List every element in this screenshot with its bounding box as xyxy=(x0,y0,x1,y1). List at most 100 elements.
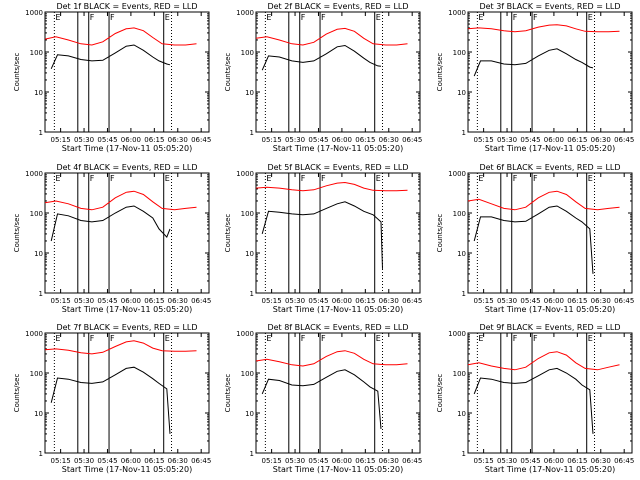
x-tick-label: 05:30 xyxy=(497,297,517,305)
x-tick-label: 05:45 xyxy=(520,136,540,144)
x-tick-label: 06:00 xyxy=(544,297,564,305)
y-tick-label: 100 xyxy=(453,210,466,218)
region-marker-label: F xyxy=(301,174,306,183)
panel-det-3f: Det 3f BLACK = Events, RED = LLD 1 10 100 10… xyxy=(436,2,634,153)
x-tick-label: 06:15 xyxy=(567,457,587,465)
series-line-events xyxy=(50,44,171,70)
region-marker-label: E xyxy=(266,174,271,183)
x-tick-label: 06:15 xyxy=(144,136,164,144)
region-marker-label: F xyxy=(90,174,95,183)
x-axis-label: Start Time (17-Nov-11 05:05:20) xyxy=(273,465,403,474)
x-axis-label: Start Time (17-Nov-11 05:05:20) xyxy=(62,144,192,153)
x-axis-label: Start Time (17-Nov-11 05:05:20) xyxy=(273,144,403,153)
y-tick-label: 10 xyxy=(34,250,43,258)
panel-det-6f: Det 6f BLACK = Events, RED = LLD 1 10 100 10… xyxy=(436,163,634,314)
plot-frame xyxy=(467,332,633,454)
plot-frame xyxy=(44,11,210,133)
region-marker-label: E xyxy=(165,13,170,22)
y-tick-label: 100 xyxy=(453,370,466,378)
x-axis-label: Start Time (17-Nov-11 05:05:20) xyxy=(62,465,192,474)
region-marker-label: F xyxy=(90,334,95,343)
series-line-lld xyxy=(467,190,620,211)
x-tick-label: 06:30 xyxy=(379,297,399,305)
y-tick-label: 1000 xyxy=(25,9,43,17)
x-tick-label: 06:00 xyxy=(121,136,141,144)
series-line-events xyxy=(473,48,594,77)
panel-title: Det 5f BLACK = Events, RED = LLD xyxy=(267,163,408,172)
region-marker-label: E xyxy=(588,13,593,22)
x-tick-label: 06:00 xyxy=(332,136,352,144)
x-tick-label: 05:30 xyxy=(497,136,517,144)
plot-frame xyxy=(255,332,421,454)
region-marker-label: E xyxy=(588,174,593,183)
region-marker-label: E xyxy=(165,334,170,343)
x-tick-label: 06:45 xyxy=(191,297,211,305)
y-axis-label: Counts/sec xyxy=(436,214,444,253)
x-axis-label: Start Time (17-Nov-11 05:05:20) xyxy=(485,144,615,153)
x-tick-label: 05:15 xyxy=(51,297,71,305)
y-tick-label: 1 xyxy=(250,450,254,458)
series-line-lld xyxy=(44,27,197,46)
y-tick-label: 1000 xyxy=(448,9,466,17)
y-tick-label: 1000 xyxy=(25,170,43,178)
y-tick-label: 100 xyxy=(453,49,466,57)
x-tick-label: 05:15 xyxy=(51,457,71,465)
panel-det-9f: Det 9f BLACK = Events, RED = LLD 1 10 100 10… xyxy=(436,323,634,474)
series-line-events xyxy=(473,367,594,434)
y-tick-label: 1 xyxy=(250,129,254,137)
x-tick-label: 06:45 xyxy=(191,136,211,144)
x-tick-label: 05:15 xyxy=(51,136,71,144)
x-tick-label: 06:15 xyxy=(567,136,587,144)
x-tick-label: 06:00 xyxy=(544,457,564,465)
y-tick-label: 10 xyxy=(457,410,466,418)
region-marker-label: E xyxy=(55,13,60,22)
y-tick-label: 10 xyxy=(457,250,466,258)
plot-frame xyxy=(255,172,421,294)
x-tick-label: 05:30 xyxy=(285,457,305,465)
y-tick-label: 1000 xyxy=(25,330,43,338)
region-marker-label: E xyxy=(165,174,170,183)
series-line-lld xyxy=(255,350,408,367)
panel-title: Det 8f BLACK = Events, RED = LLD xyxy=(267,323,408,332)
x-tick-label: 06:30 xyxy=(168,457,188,465)
y-tick-label: 100 xyxy=(241,210,254,218)
x-tick-label: 06:15 xyxy=(144,297,164,305)
y-tick-label: 1000 xyxy=(236,9,254,17)
region-marker-label: E xyxy=(266,334,271,343)
x-tick-label: 06:45 xyxy=(402,136,422,144)
region-marker-label: F xyxy=(533,174,538,183)
series-line-lld xyxy=(44,190,197,211)
plot-frame xyxy=(255,11,421,133)
x-tick-label: 06:45 xyxy=(191,457,211,465)
region-marker-label: F xyxy=(513,13,518,22)
y-tick-label: 1 xyxy=(39,290,43,298)
region-marker-label: F xyxy=(513,174,518,183)
panel-det-5f: Det 5f BLACK = Events, RED = LLD 1 10 100 10… xyxy=(224,163,422,314)
series-line-events xyxy=(261,369,382,429)
x-tick-label: 05:15 xyxy=(474,136,494,144)
series-line-events xyxy=(50,366,171,434)
panel-title: Det 6f BLACK = Events, RED = LLD xyxy=(479,163,620,172)
y-tick-label: 10 xyxy=(34,89,43,97)
region-marker-label: F xyxy=(110,334,115,343)
x-tick-label: 05:30 xyxy=(74,457,94,465)
x-tick-label: 06:45 xyxy=(402,297,422,305)
region-marker-label: F xyxy=(321,174,326,183)
y-tick-label: 1000 xyxy=(236,330,254,338)
x-tick-label: 06:15 xyxy=(355,136,375,144)
x-tick-label: 06:00 xyxy=(544,136,564,144)
y-tick-label: 10 xyxy=(457,89,466,97)
x-tick-label: 06:30 xyxy=(168,297,188,305)
series-line-lld xyxy=(467,351,620,371)
y-tick-label: 1 xyxy=(250,290,254,298)
series-line-events xyxy=(473,205,594,274)
y-axis-label: Counts/sec xyxy=(436,53,444,92)
region-marker-label: E xyxy=(376,13,381,22)
region-marker-label: E xyxy=(588,334,593,343)
panel-title: Det 2f BLACK = Events, RED = LLD xyxy=(267,2,408,11)
x-tick-label: 05:45 xyxy=(520,457,540,465)
x-tick-label: 06:30 xyxy=(379,457,399,465)
y-tick-label: 100 xyxy=(30,370,43,378)
plot-frame xyxy=(467,11,633,133)
region-marker-label: F xyxy=(533,13,538,22)
